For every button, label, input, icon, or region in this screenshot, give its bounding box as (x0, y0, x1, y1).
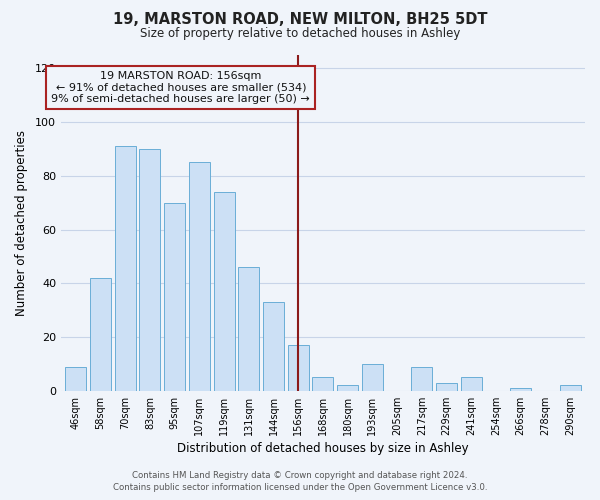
Bar (461, 378, 482, 391)
Bar (436, 383, 457, 391)
Bar (263, 302, 284, 391)
Bar (560, 386, 581, 391)
Bar (313, 378, 334, 391)
Bar (412, 366, 433, 391)
Text: Size of property relative to detached houses in Ashley: Size of property relative to detached ho… (140, 28, 460, 40)
Bar (90, 278, 111, 391)
Bar (337, 386, 358, 391)
Bar (65, 366, 86, 391)
Bar (288, 345, 309, 391)
X-axis label: Distribution of detached houses by size in Ashley: Distribution of detached houses by size … (177, 442, 469, 455)
Bar (238, 267, 259, 391)
Text: Contains HM Land Registry data © Crown copyright and database right 2024.
Contai: Contains HM Land Registry data © Crown c… (113, 471, 487, 492)
Bar (189, 162, 210, 391)
Bar (115, 146, 136, 391)
Bar (139, 149, 160, 391)
Bar (214, 192, 235, 391)
Bar (510, 388, 531, 391)
Bar (362, 364, 383, 391)
Bar (164, 203, 185, 391)
Y-axis label: Number of detached properties: Number of detached properties (15, 130, 28, 316)
Text: 19 MARSTON ROAD: 156sqm
← 91% of detached houses are smaller (534)
9% of semi-de: 19 MARSTON ROAD: 156sqm ← 91% of detache… (52, 70, 310, 104)
Text: 19, MARSTON ROAD, NEW MILTON, BH25 5DT: 19, MARSTON ROAD, NEW MILTON, BH25 5DT (113, 12, 487, 28)
